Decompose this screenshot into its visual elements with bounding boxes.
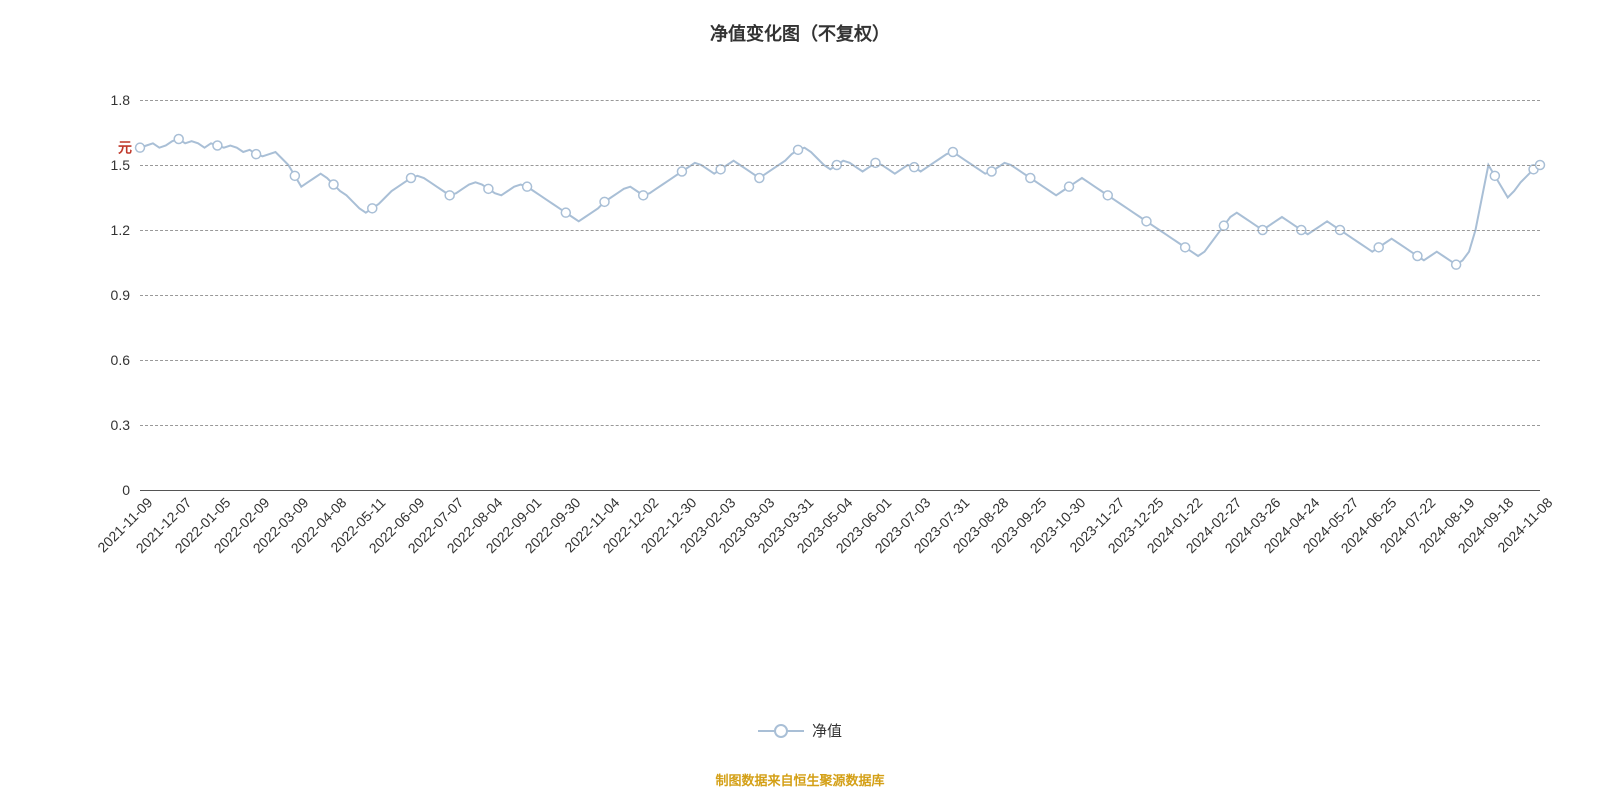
series-line <box>140 139 1540 265</box>
series-marker <box>445 191 454 200</box>
series-marker <box>290 171 299 180</box>
series-marker <box>252 150 261 159</box>
gridline <box>140 100 1540 101</box>
series-marker <box>1142 217 1151 226</box>
series-marker <box>1026 174 1035 183</box>
gridline <box>140 360 1540 361</box>
series-marker <box>677 167 686 176</box>
series-marker <box>948 148 957 157</box>
y-tick-label: 0.9 <box>111 287 140 303</box>
y-tick-label: 1.5 <box>111 157 140 173</box>
series-marker <box>406 174 415 183</box>
series-marker <box>136 143 145 152</box>
series-marker <box>368 204 377 213</box>
y-tick-label: 1.2 <box>111 222 140 238</box>
series-marker <box>716 165 725 174</box>
series-marker <box>1219 221 1228 230</box>
series-marker <box>1413 252 1422 261</box>
series-marker <box>213 141 222 150</box>
series-marker <box>329 180 338 189</box>
legend-item: 净值 <box>758 720 842 741</box>
plot-area: 00.30.60.91.21.51.82021-11-092021-12-072… <box>140 100 1540 490</box>
series-marker <box>794 145 803 154</box>
gridline <box>140 165 1540 166</box>
series-marker <box>174 135 183 144</box>
y-tick-label: 0.6 <box>111 352 140 368</box>
gridline <box>140 230 1540 231</box>
series-marker <box>600 197 609 206</box>
series-marker <box>987 167 996 176</box>
legend: 净值 <box>0 720 1600 742</box>
legend-swatch <box>758 724 804 738</box>
gridline <box>140 295 1540 296</box>
series-marker <box>1181 243 1190 252</box>
series-marker <box>639 191 648 200</box>
series-marker <box>1374 243 1383 252</box>
chart-title: 净值变化图（不复权） <box>0 20 1600 46</box>
series-marker <box>755 174 764 183</box>
y-axis-label: 元 <box>115 140 135 154</box>
series-marker <box>484 184 493 193</box>
y-tick-label: 0.3 <box>111 417 140 433</box>
series-marker <box>561 208 570 217</box>
series-marker <box>1103 191 1112 200</box>
chart-footer: 制图数据来自恒生聚源数据库 <box>0 770 1600 789</box>
series-marker <box>1490 171 1499 180</box>
legend-label: 净值 <box>812 720 842 741</box>
chart-container: { "chart": { "type": "line", "title": "净… <box>0 0 1600 800</box>
y-tick-label: 1.8 <box>111 92 140 108</box>
series-marker <box>1065 182 1074 191</box>
series-marker <box>1452 260 1461 269</box>
series-marker <box>523 182 532 191</box>
gridline <box>140 425 1540 426</box>
